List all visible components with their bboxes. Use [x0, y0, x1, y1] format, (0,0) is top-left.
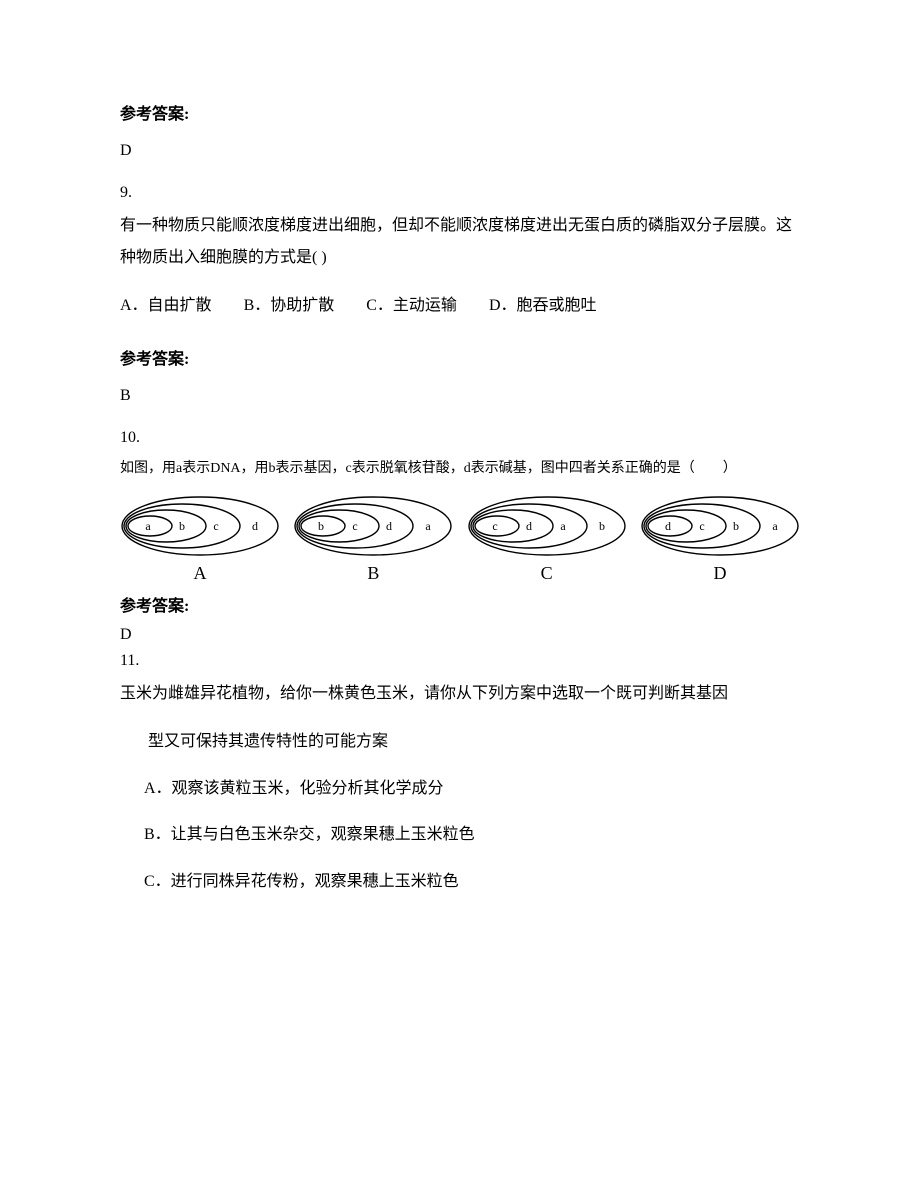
- q10-diagram-b-label: B: [367, 563, 379, 584]
- q10-diagram-d-label: D: [713, 563, 726, 584]
- q9-option-c: C．主动运输: [366, 292, 457, 321]
- nested-ellipse-icon: b c d a: [293, 495, 453, 557]
- svg-text:c: c: [699, 519, 704, 533]
- q10-answer-value: D: [120, 626, 800, 644]
- q10-diagram-d: d c b a D: [640, 495, 800, 584]
- svg-text:d: d: [386, 519, 392, 533]
- q9-answer-value: B: [120, 387, 800, 405]
- q9-text: 有一种物质只能顺浓度梯度进出细胞，但却不能顺浓度梯度进出无蛋白质的磷脂双分子层膜…: [120, 210, 800, 274]
- q8-answer-label: 参考答案:: [120, 100, 800, 124]
- q9-answer-label: 参考答案:: [120, 345, 800, 369]
- q11-option-c: C．进行同株异花传粉，观察果穗上玉米粒色: [120, 868, 800, 897]
- q10-diagram-b: b c d a B: [293, 495, 453, 584]
- svg-text:a: a: [560, 519, 566, 533]
- q9-option-b: B．协助扩散: [244, 292, 335, 321]
- nested-ellipse-icon: d c b a: [640, 495, 800, 557]
- q11-option-a: A．观察该黄粒玉米，化验分析其化学成分: [120, 775, 800, 804]
- q10-text: 如图，用a表示DNA，用b表示基因，c表示脱氧核苷酸，d表示碱基，图中四者关系正…: [120, 455, 800, 483]
- svg-text:a: a: [426, 519, 432, 533]
- q9-option-d: D．胞吞或胞吐: [489, 292, 597, 321]
- nested-ellipse-icon: c d a b: [467, 495, 627, 557]
- svg-text:c: c: [353, 519, 358, 533]
- q9-options: A．自由扩散 B．协助扩散 C．主动运输 D．胞吞或胞吐: [120, 292, 800, 321]
- q10-number: 10.: [120, 429, 800, 447]
- q10-diagram-a: a b c d A: [120, 495, 280, 584]
- svg-text:d: d: [526, 519, 532, 533]
- q10-diagram-a-label: A: [194, 563, 207, 584]
- q8-answer-value: D: [120, 142, 800, 160]
- svg-text:d: d: [665, 519, 671, 533]
- svg-text:a: a: [145, 519, 151, 533]
- q10-diagram-row: a b c d A b c d a B c d a b C: [120, 495, 800, 584]
- svg-text:d: d: [252, 519, 258, 533]
- q11-text: 玉米为雌雄异花植物，给你一株黄色玉米，请你从下列方案中选取一个既可判断其基因: [120, 678, 800, 710]
- q10-diagram-c: c d a b C: [467, 495, 627, 584]
- svg-text:b: b: [599, 519, 605, 533]
- q11-continuation: 型又可保持其遗传特性的可能方案: [120, 728, 800, 757]
- svg-text:c: c: [213, 519, 218, 533]
- svg-text:b: b: [179, 519, 185, 533]
- q9-number: 9.: [120, 184, 800, 202]
- q11-option-b: B．让其与白色玉米杂交，观察果穗上玉米粒色: [120, 821, 800, 850]
- svg-text:b: b: [733, 519, 739, 533]
- svg-text:a: a: [772, 519, 778, 533]
- q10-diagram-c-label: C: [541, 563, 553, 584]
- q11-number: 11.: [120, 652, 800, 670]
- svg-text:c: c: [492, 519, 497, 533]
- nested-ellipse-icon: a b c d: [120, 495, 280, 557]
- svg-text:b: b: [318, 519, 324, 533]
- q10-answer-label: 参考答案:: [120, 592, 800, 616]
- q9-option-a: A．自由扩散: [120, 292, 212, 321]
